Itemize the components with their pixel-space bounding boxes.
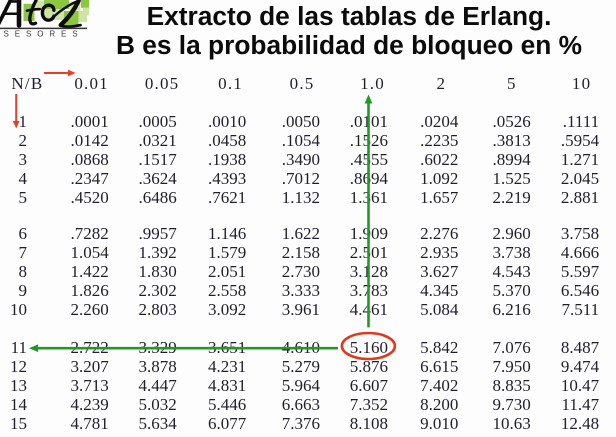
svg-text:SESORES: SESORES <box>4 30 84 39</box>
